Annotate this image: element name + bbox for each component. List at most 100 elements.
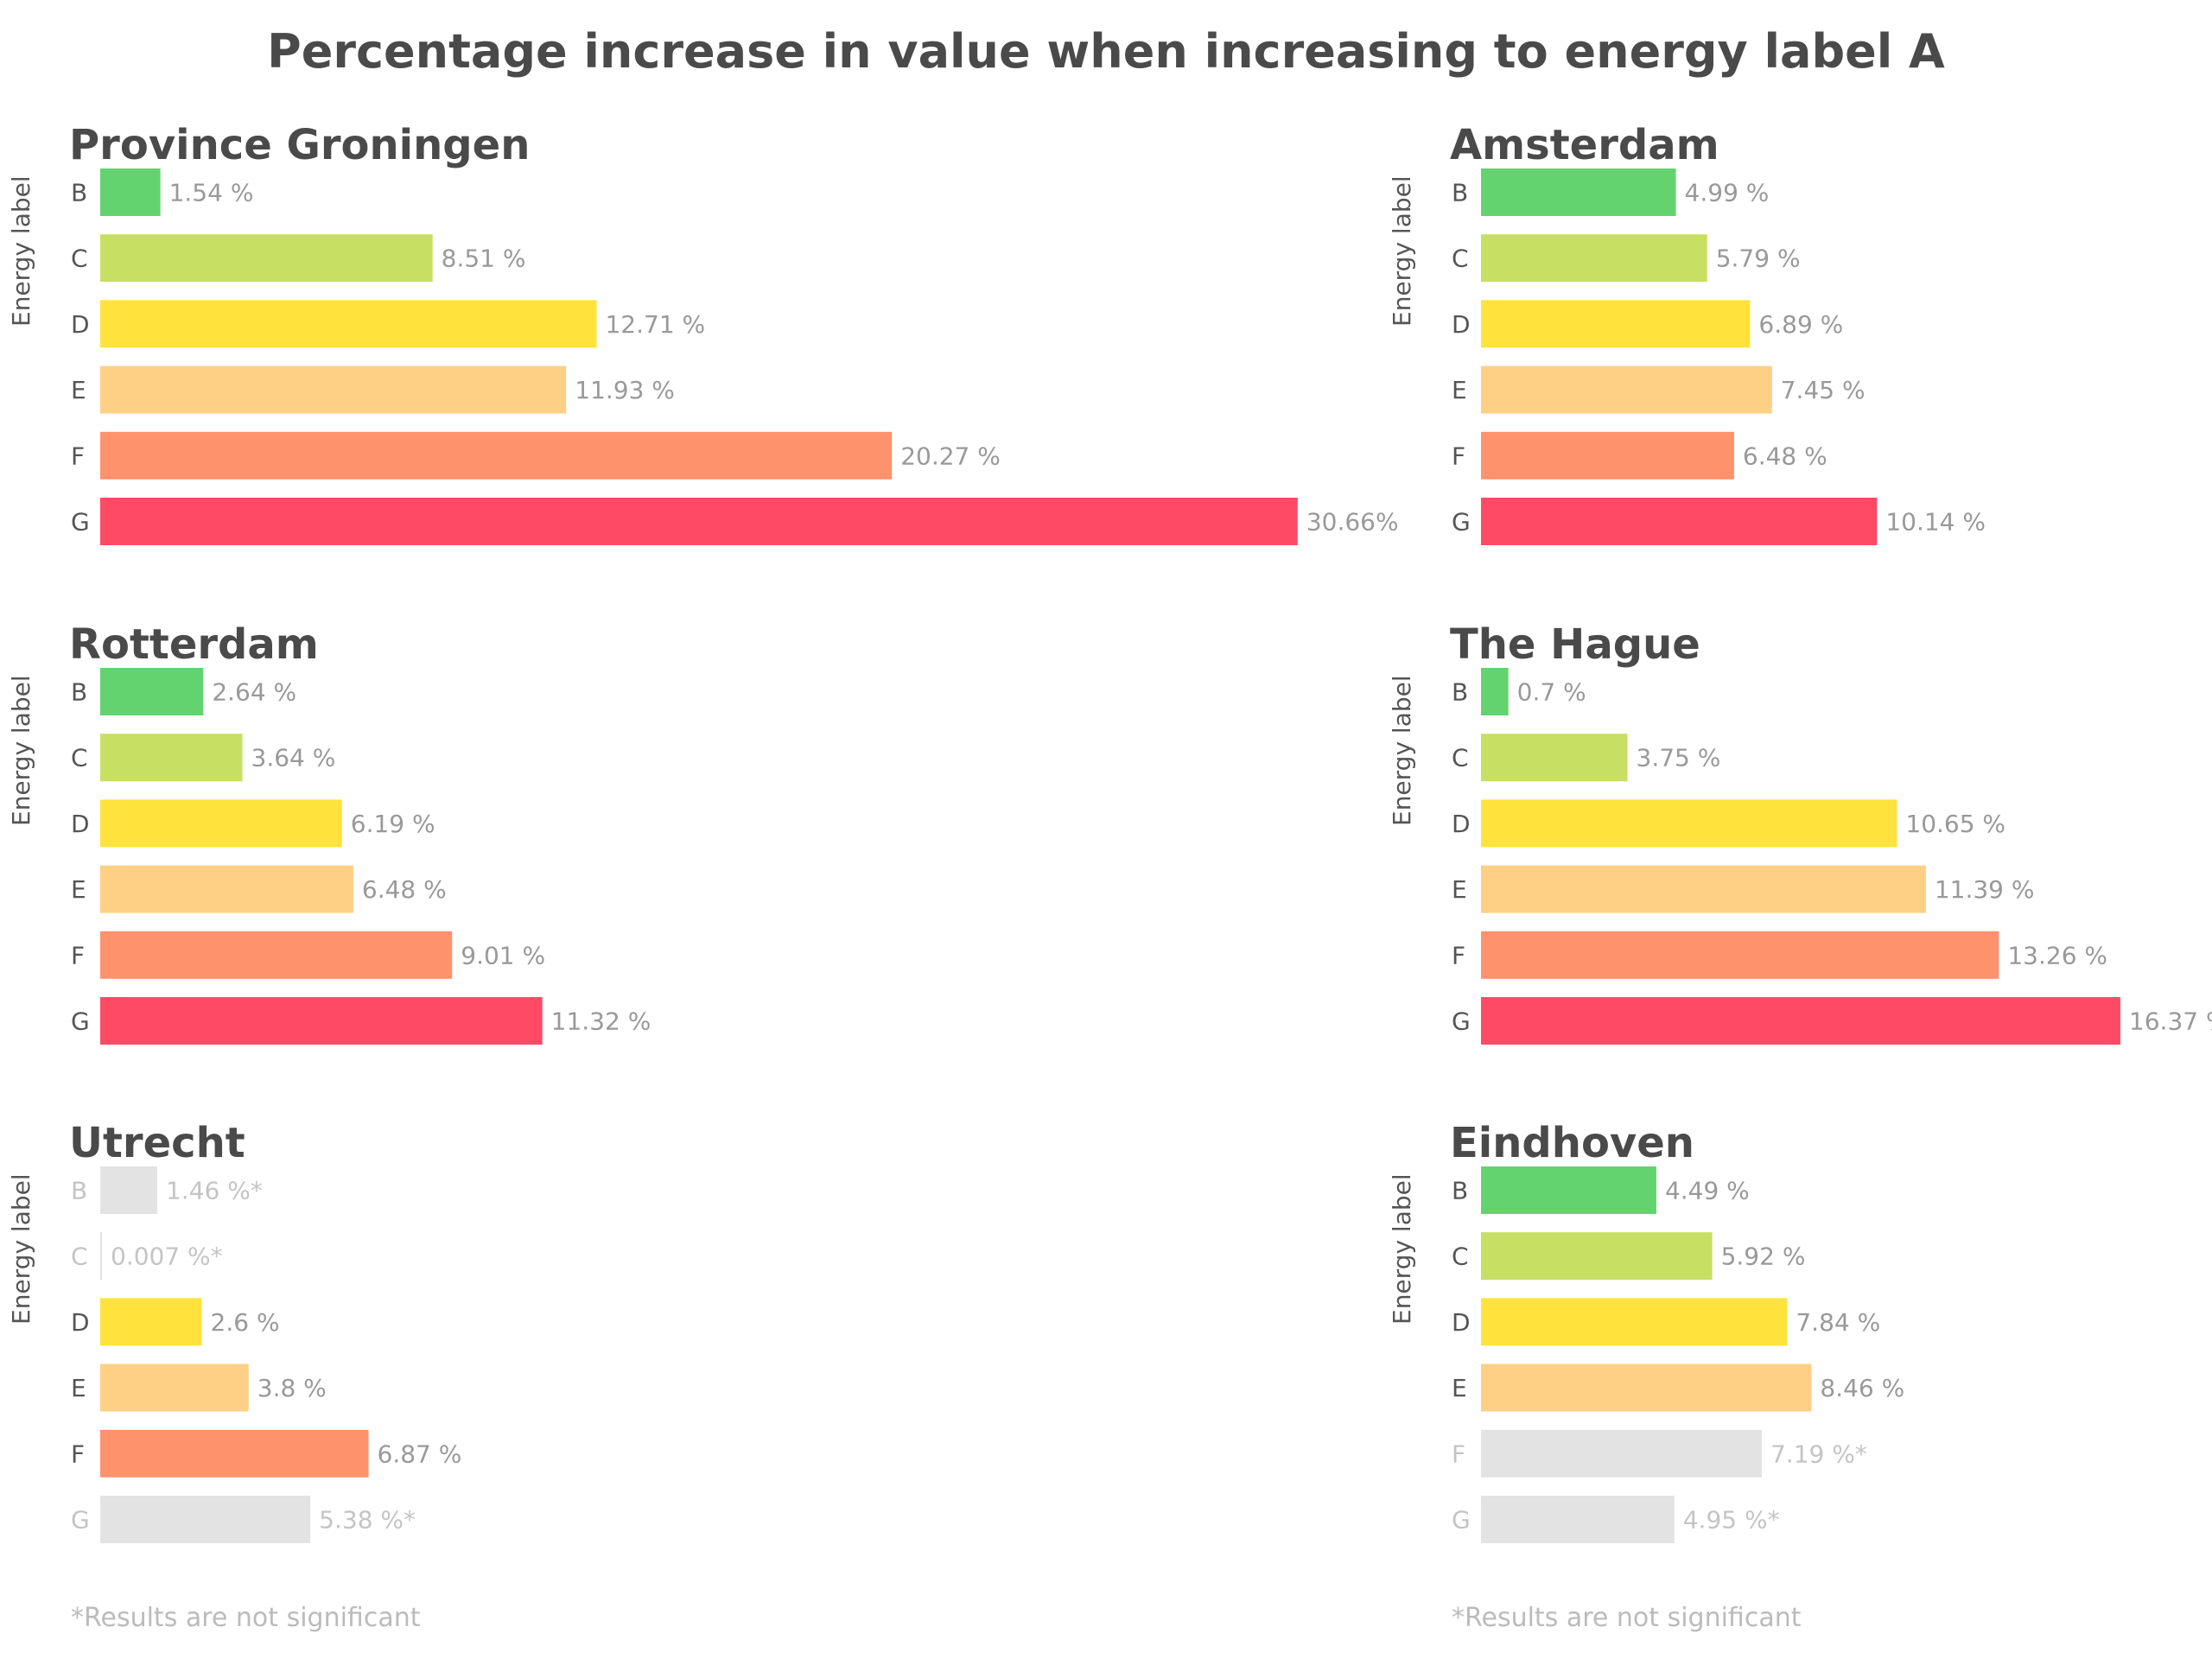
bar-d [1481, 300, 1751, 348]
bar-d [100, 799, 342, 848]
value-label-d: 7.84 % [1796, 1308, 1880, 1337]
category-label-g: G [71, 1007, 90, 1036]
value-label-f: 9.01 % [461, 941, 545, 969]
category-label-d: D [71, 810, 90, 838]
category-label-c: C [1452, 744, 1469, 772]
value-label-c: 3.75 % [1637, 744, 1721, 772]
category-label-c: C [71, 245, 88, 273]
value-label-b: 2.64 % [212, 678, 296, 707]
category-label-f: F [1452, 1439, 1465, 1468]
bar-c [100, 234, 433, 283]
category-label-b: B [71, 179, 87, 207]
category-label-e: E [1452, 875, 1467, 904]
category-label-b: B [71, 1177, 87, 1205]
footnote-right: *Results are not significant [1452, 1603, 1802, 1633]
category-label-c: C [1452, 245, 1469, 273]
bar-c [100, 734, 243, 782]
y-axis-label: Energy label [1388, 675, 1416, 826]
panel-amsterdam: Amsterdam Energy label B 4.99 % C 5.79 % D 6.… [1388, 121, 2212, 639]
category-label-d: D [1452, 310, 1471, 339]
value-label-e: 7.45 % [1781, 376, 1866, 404]
value-label-e: 11.39 % [1935, 875, 2035, 904]
category-label-f: F [71, 1439, 85, 1468]
bar-c [1481, 1232, 1713, 1281]
bar-chart: B 2.64 % C 3.64 % D 6.19 % E 6.48 % F 9.01 % G 11.3… [71, 668, 651, 1045]
value-label-c: 5.79 % [1716, 245, 1801, 273]
category-label-e: E [1452, 376, 1467, 404]
bar-chart: B 1.54 % C 8.51 % D 12.71 % E 11.93 % F 20.27 % G 3… [71, 168, 1399, 545]
value-label-d: 6.19 % [351, 810, 435, 838]
bar-d [1481, 1298, 1788, 1346]
category-label-d: D [1452, 1308, 1471, 1337]
y-axis-label: Energy label [1388, 1173, 1416, 1325]
bar-d [100, 1298, 202, 1346]
bar-g [1481, 997, 2120, 1045]
value-label-c: 3.64 % [251, 744, 336, 772]
category-label-b: B [1452, 678, 1468, 707]
value-label-f: 6.48 % [1743, 442, 1827, 470]
category-label-g: G [1452, 1007, 1471, 1036]
value-label-b: 4.49 % [1665, 1177, 1750, 1205]
category-label-d: D [71, 310, 90, 339]
category-label-e: E [71, 875, 86, 904]
bar-f [1481, 931, 1999, 979]
bar-b [100, 168, 161, 216]
value-label-c: 8.51 % [442, 245, 526, 273]
bar-g [1481, 1496, 1675, 1543]
value-label-g: 4.95 %* [1683, 1506, 1780, 1535]
value-label-b: 0.7 % [1517, 678, 1586, 707]
value-label-g: 5.38 %* [319, 1506, 416, 1535]
panel-title: Eindhoven [1450, 1119, 1694, 1167]
bar-d [100, 300, 597, 348]
bar-d [1481, 799, 1897, 848]
value-label-b: 4.99 % [1685, 179, 1770, 207]
footnote-left: *Results are not significant [71, 1603, 421, 1633]
panel-the-hague: The Hague Energy label B 0.7 % C 3.75 % D 10.… [1388, 620, 2212, 1139]
bar-b [1481, 168, 1676, 216]
value-label-e: 8.46 % [1820, 1374, 1904, 1402]
value-label-g: 16.37 % [2129, 1007, 2212, 1036]
value-label-f: 6.87 % [378, 1439, 462, 1468]
category-label-c: C [1452, 1242, 1469, 1271]
bar-f [100, 931, 453, 979]
category-label-e: E [71, 376, 86, 404]
value-label-e: 11.93 % [575, 376, 675, 404]
bar-e [1481, 865, 1926, 913]
category-label-e: E [71, 1374, 86, 1402]
value-label-g: 10.14 % [1885, 508, 1986, 537]
bar-c [1481, 234, 1707, 283]
y-axis-label: Energy label [7, 675, 35, 826]
bar-f [1481, 1429, 1762, 1478]
panel-title: Rotterdam [69, 620, 319, 669]
bar-g [100, 498, 1298, 545]
bar-c [1481, 734, 1628, 782]
value-label-f: 20.27 % [900, 442, 1001, 470]
category-label-f: F [71, 941, 85, 969]
category-label-b: B [1452, 1177, 1468, 1205]
value-label-b: 1.46 %* [166, 1177, 263, 1205]
bar-e [100, 865, 353, 913]
value-label-f: 13.26 % [2007, 941, 2107, 969]
bar-e [100, 365, 567, 414]
bar-chart: B 4.99 % C 5.79 % D 6.89 % E 7.45 % F 6.48 % G 10.1… [1452, 168, 1986, 545]
bar-chart: B 4.49 % C 5.92 % D 7.84 % E 8.46 % F 7.19 %* G 4.9… [1452, 1166, 1904, 1543]
bar-e [1481, 1363, 1812, 1412]
category-label-e: E [1452, 1374, 1467, 1402]
panel-title: The Hague [1450, 620, 1700, 669]
category-label-g: G [1452, 1506, 1471, 1535]
bar-e [100, 1363, 249, 1412]
value-label-g: 30.66% [1306, 508, 1399, 537]
bar-g [100, 1496, 311, 1543]
panel-title: Province Groningen [69, 121, 531, 169]
category-label-g: G [1452, 508, 1471, 537]
value-label-d: 2.6 % [211, 1308, 280, 1337]
y-axis-label: Energy label [7, 1173, 35, 1325]
value-label-d: 10.65 % [1905, 810, 2005, 838]
bar-g [100, 997, 543, 1045]
value-label-e: 3.8 % [257, 1374, 327, 1402]
panel-utrecht: Utrecht Energy label B 1.46 %* C 0.007 %* D 2… [7, 1119, 1132, 1637]
category-label-b: B [1452, 179, 1468, 207]
bar-f [100, 431, 893, 480]
bar-f [100, 1429, 369, 1478]
panel-title: Utrecht [69, 1119, 245, 1167]
